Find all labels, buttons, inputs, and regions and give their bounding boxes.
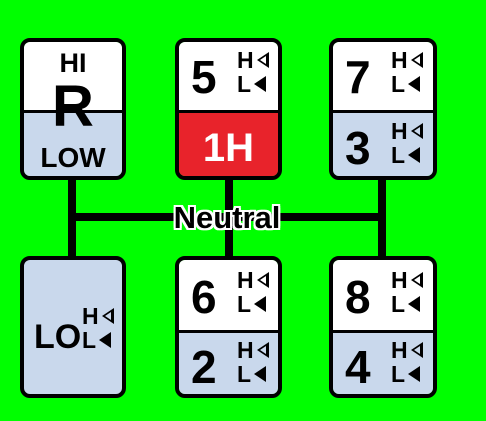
- gear-7-high-label: H: [391, 46, 408, 73]
- gear-3-high-label: H: [391, 117, 408, 144]
- right-rail: [378, 180, 386, 258]
- low-range-icon: [408, 366, 421, 382]
- lo-label: LO: [34, 318, 82, 356]
- gear-4-low-label: L: [391, 360, 406, 387]
- lo-low-label: L: [82, 326, 97, 353]
- high-range-icon: [410, 123, 423, 139]
- low-range-icon: [408, 296, 421, 312]
- gear-7-number: 7: [345, 51, 371, 103]
- high-range-icon: [101, 308, 114, 324]
- gear-7-low-label: L: [391, 70, 406, 97]
- lo-high-label: H: [82, 302, 99, 329]
- high-range-icon: [410, 342, 423, 358]
- gear-2-high-label: H: [237, 336, 254, 363]
- low-range-icon: [99, 332, 112, 348]
- gear-8-high-label: H: [391, 266, 408, 293]
- high-range-icon: [410, 272, 423, 288]
- gear-5-number: 5: [191, 51, 217, 103]
- gear-4-number: 4: [345, 341, 371, 393]
- low-range-icon: [408, 76, 421, 92]
- gate-8-4[interactable]: 8 H L 4 H L: [329, 256, 437, 398]
- high-range-icon: [256, 52, 269, 68]
- gear-2-low-label: L: [237, 360, 252, 387]
- gear-6-number: 6: [191, 271, 217, 323]
- gate-reverse[interactable]: HI R LOW: [20, 38, 126, 180]
- gear-1h-label: 1H: [202, 126, 255, 170]
- gear-2-number: 2: [191, 341, 217, 393]
- reverse-hi-label: HI: [59, 48, 87, 78]
- gear-3-number: 3: [345, 122, 371, 174]
- gate-5-1h[interactable]: 5 H L 1H: [175, 38, 282, 180]
- gear-4-high-label: H: [391, 336, 408, 363]
- gear-6-low-label: L: [237, 290, 252, 317]
- gate-6-2[interactable]: 6 H L 2 H L: [175, 256, 282, 398]
- gear-8-number: 8: [345, 271, 371, 323]
- gear-6-high-label: H: [237, 266, 254, 293]
- low-range-icon: [408, 147, 421, 163]
- neutral-label: Neutral: [173, 200, 281, 235]
- reverse-low-label: LOW: [40, 142, 106, 173]
- gate-7-3[interactable]: 7 H L 3 H L: [329, 38, 437, 180]
- high-range-icon: [410, 52, 423, 68]
- gear-3-low-label: L: [391, 141, 406, 168]
- gate-lo[interactable]: LO H L: [20, 256, 126, 398]
- low-range-icon: [254, 296, 267, 312]
- high-range-icon: [256, 342, 269, 358]
- reverse-gear-label: R: [52, 74, 94, 139]
- center-rail: [225, 180, 233, 258]
- left-rail: [68, 178, 76, 258]
- low-range-icon: [254, 76, 267, 92]
- gear-8-low-label: L: [391, 290, 406, 317]
- gear-5-low-label: L: [237, 70, 252, 97]
- gear-5-high-label: H: [237, 46, 254, 73]
- low-range-icon: [254, 366, 267, 382]
- high-range-icon: [256, 272, 269, 288]
